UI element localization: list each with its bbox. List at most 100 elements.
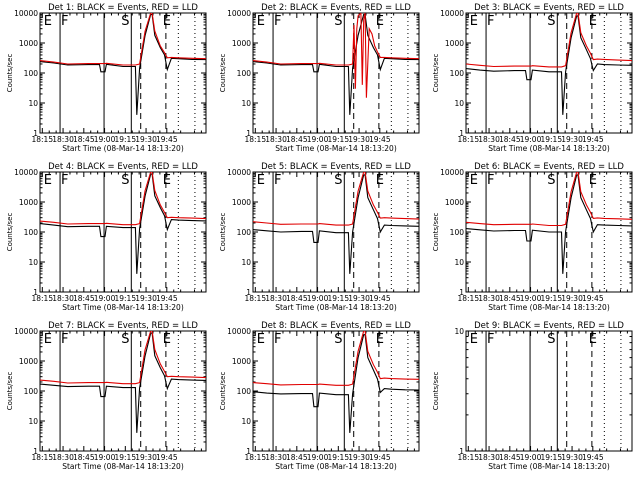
x-tick-label: 18:15	[457, 135, 479, 144]
x-tick-label: 19:00	[307, 294, 329, 303]
x-tick-label: 18:30	[265, 294, 287, 303]
y-tick-label: 1	[459, 447, 464, 456]
x-tick-label: 18:15	[244, 135, 266, 144]
y-tick-label: 10	[241, 99, 251, 108]
x-tick-label: 18:30	[478, 135, 500, 144]
y-axis-label: Counts/sec	[219, 213, 227, 252]
y-tick-label: 1	[246, 447, 251, 456]
events-series-line	[253, 13, 419, 115]
time-marker-letter: S	[334, 173, 342, 188]
x-tick-label: 18:30	[265, 135, 287, 144]
panel-title: Det 2: BLACK = Events, RED = LLD	[261, 3, 411, 13]
x-tick-label: 18:45	[73, 294, 95, 303]
x-tick-label: 19:15	[327, 453, 349, 462]
x-axis-label: Start Time (08-Mar-14 18:13:20)	[275, 462, 397, 471]
panel-det-8: Det 8: BLACK = Events, RED = LLD 1 10 100 10…	[219, 321, 420, 471]
y-tick-label: 1000	[232, 39, 251, 48]
x-tick-label: 18:30	[265, 453, 287, 462]
lld-series-line	[40, 172, 206, 226]
x-tick-label: 19:00	[94, 453, 116, 462]
x-tick-label: 19:00	[520, 135, 542, 144]
x-tick-label: 19:30	[348, 453, 370, 462]
time-marker-letter: F	[274, 173, 281, 188]
x-tick-label: 19:00	[520, 294, 542, 303]
panel-det-2: Det 2: BLACK = Events, RED = LLD 1 10 100 10…	[219, 3, 420, 153]
x-tick-label: 18:45	[499, 135, 521, 144]
y-tick-label: 10000	[14, 327, 38, 336]
x-tick-label: 19:45	[582, 135, 604, 144]
x-tick-label: 19:45	[156, 135, 178, 144]
y-tick-label: 10	[454, 99, 464, 108]
y-tick-label: 100	[237, 228, 252, 237]
time-marker-letter: S	[121, 173, 129, 188]
y-tick-label: 10	[454, 258, 464, 267]
x-tick-label: 19:00	[307, 135, 329, 144]
panel-title: Det 5: BLACK = Events, RED = LLD	[261, 162, 411, 172]
x-tick-label: 18:15	[457, 294, 479, 303]
x-tick-label: 19:45	[582, 453, 604, 462]
lld-series-line	[40, 331, 206, 385]
x-axis-label: Start Time (08-Mar-14 18:13:20)	[275, 303, 397, 312]
x-tick-label: 19:15	[327, 135, 349, 144]
time-marker-letter: E	[470, 14, 478, 29]
y-tick-label: 10	[28, 99, 38, 108]
x-tick-label: 19:30	[135, 453, 157, 462]
y-tick-label: 10	[28, 258, 38, 267]
x-tick-label: 19:45	[156, 294, 178, 303]
time-marker-letter: S	[547, 14, 555, 29]
events-series-line	[253, 174, 419, 274]
x-tick-label: 19:30	[561, 453, 583, 462]
events-series-line	[40, 173, 206, 274]
x-tick-label: 18:15	[457, 453, 479, 462]
y-tick-label: 10000	[227, 327, 251, 336]
y-tick-label: 1000	[232, 357, 251, 366]
x-tick-label: 19:45	[582, 294, 604, 303]
y-tick-label: 10000	[440, 9, 464, 18]
plot-frame	[252, 330, 420, 452]
y-tick-label: 1	[33, 288, 38, 297]
time-marker-letter: S	[121, 14, 129, 29]
y-axis-label: Counts/sec	[6, 372, 14, 411]
y-tick-label: 10000	[440, 168, 464, 177]
x-tick-label: 19:00	[307, 453, 329, 462]
panel-title: Det 3: BLACK = Events, RED = LLD	[474, 3, 624, 13]
time-marker-letter: S	[121, 332, 129, 347]
y-tick-label: 100	[237, 69, 252, 78]
events-series-line	[40, 332, 206, 433]
lld-series-line	[253, 172, 419, 226]
panel-title: Det 4: BLACK = Events, RED = LLD	[48, 162, 198, 172]
events-series-line	[253, 334, 419, 433]
time-marker-letter: E	[376, 332, 384, 347]
time-marker-letter: E	[163, 173, 171, 188]
time-marker-letter: F	[274, 332, 281, 347]
x-axis-label: Start Time (08-Mar-14 18:13:20)	[275, 144, 397, 153]
y-axis-label: Counts/sec	[6, 54, 14, 93]
y-tick-label: 1000	[445, 198, 464, 207]
time-marker-letter: E	[589, 14, 597, 29]
panel-det-1: Det 1: BLACK = Events, RED = LLD 1 10 100 10…	[6, 3, 207, 153]
lld-series-line	[40, 13, 206, 66]
time-marker-letter: E	[257, 14, 265, 29]
x-tick-label: 18:15	[31, 294, 53, 303]
time-marker-letter: F	[61, 173, 68, 188]
x-tick-label: 19:15	[327, 294, 349, 303]
x-tick-label: 19:30	[348, 135, 370, 144]
lld-series-line	[253, 331, 419, 386]
y-axis-label: Counts/sec	[432, 213, 440, 252]
y-tick-label: 1	[33, 129, 38, 138]
x-tick-label: 19:15	[540, 294, 562, 303]
x-tick-label: 18:45	[286, 453, 308, 462]
x-tick-label: 19:30	[561, 294, 583, 303]
y-tick-label: 10	[241, 417, 251, 426]
y-tick-label: 10	[28, 417, 38, 426]
y-tick-label: 1	[459, 288, 464, 297]
y-tick-label: 100	[24, 228, 39, 237]
x-tick-label: 19:45	[369, 294, 391, 303]
panel-det-6: Det 6: BLACK = Events, RED = LLD 1 10 100 10…	[432, 162, 633, 312]
x-tick-label: 19:15	[540, 135, 562, 144]
time-marker-letter: S	[547, 332, 555, 347]
y-tick-label: 1	[33, 447, 38, 456]
plot-frame	[252, 12, 420, 134]
x-tick-label: 18:45	[499, 453, 521, 462]
